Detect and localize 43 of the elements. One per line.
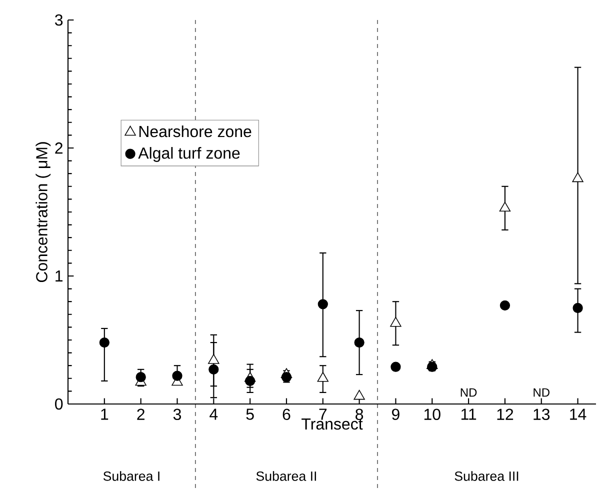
y-tick-label: 0 <box>55 398 63 410</box>
x-tick-label: 11 <box>461 408 476 420</box>
y-tick-label: 1 <box>56 270 63 282</box>
point <box>572 172 584 182</box>
x-tick-label: 2 <box>137 408 144 420</box>
x-tick-label: 7 <box>319 408 327 420</box>
x-tick-label: 1 <box>101 408 108 420</box>
point <box>390 316 402 327</box>
x-tick-label: 9 <box>392 408 400 420</box>
point <box>354 337 364 348</box>
y-tick-label: 2 <box>55 142 62 154</box>
x-tick-label: 12 <box>497 408 514 420</box>
annotation: ND <box>534 388 550 397</box>
x-tick-label: 4 <box>210 408 218 420</box>
text: Subarea III <box>454 471 518 481</box>
x-tick-label: 13 <box>534 408 550 420</box>
legend-label: Nearshore zone <box>139 125 252 138</box>
y-tick-label: 3 <box>55 14 63 26</box>
point <box>208 364 219 374</box>
x-tick-label: 8 <box>356 408 364 420</box>
point <box>499 202 511 212</box>
text: Subarea II <box>256 471 316 481</box>
annotation: ND <box>460 388 477 397</box>
y-axis-title: Concentration ( μM) <box>36 142 51 282</box>
point <box>136 372 146 382</box>
x-tick-label: 10 <box>424 408 440 420</box>
point <box>245 376 256 386</box>
point <box>572 302 583 314</box>
point <box>390 362 401 372</box>
point <box>354 390 365 400</box>
x-tick-label: 6 <box>282 408 290 420</box>
point <box>317 372 328 382</box>
point <box>99 337 110 348</box>
x-axis-title: Transect <box>302 418 363 430</box>
point <box>500 300 510 310</box>
x-tick-label: 3 <box>173 408 181 420</box>
legend-label: Algal turf zone <box>138 147 240 162</box>
text: Subarea I <box>103 471 160 481</box>
point <box>208 354 220 364</box>
point <box>172 370 182 381</box>
x-tick-label: 14 <box>570 408 586 420</box>
x-tick-label: 5 <box>246 408 254 420</box>
point <box>318 299 328 310</box>
